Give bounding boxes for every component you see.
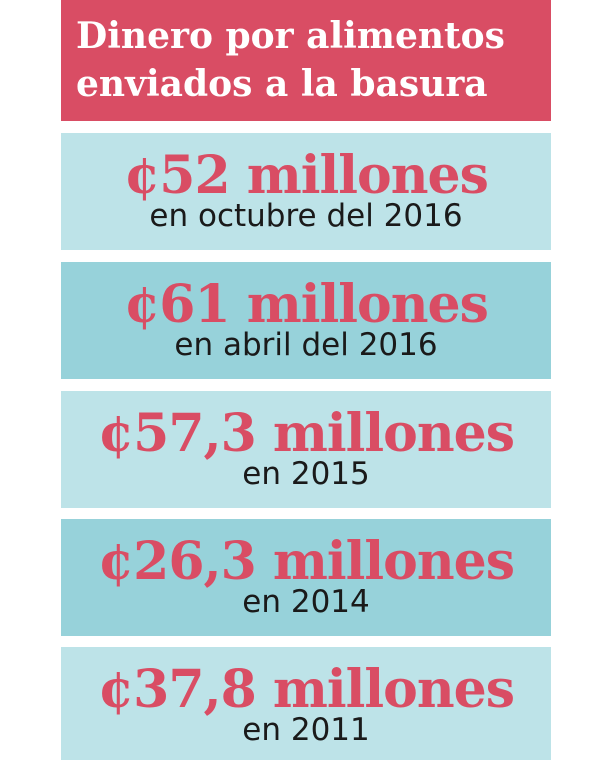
amount-period: en octubre del 2016 — [149, 198, 463, 234]
amount-card-3: ¢57,3 millones en 2015 — [61, 391, 551, 508]
amount-card-2: ¢61 millones en abril del 2016 — [61, 262, 551, 379]
title-banner: Dinero por alimentos enviados a la basur… — [61, 0, 551, 121]
amount-period: en 2011 — [242, 712, 370, 748]
amount-period: en 2014 — [242, 584, 370, 620]
title-line-2: enviados a la basura — [76, 63, 488, 105]
title-line-1: Dinero por alimentos — [76, 15, 505, 57]
amount-value: ¢52 millones — [124, 145, 489, 206]
amount-period: en abril del 2016 — [174, 327, 438, 363]
amount-value: ¢26,3 millones — [97, 531, 515, 592]
amount-value: ¢57,3 millones — [97, 403, 515, 464]
amount-card-5: ¢37,8 millones en 2011 — [61, 647, 551, 760]
amount-value: ¢37,8 millones — [97, 659, 515, 720]
amount-card-1: ¢52 millones en octubre del 2016 — [61, 133, 551, 250]
amount-period: en 2015 — [242, 456, 370, 492]
amount-value: ¢61 millones — [124, 274, 489, 335]
amount-card-4: ¢26,3 millones en 2014 — [61, 519, 551, 636]
